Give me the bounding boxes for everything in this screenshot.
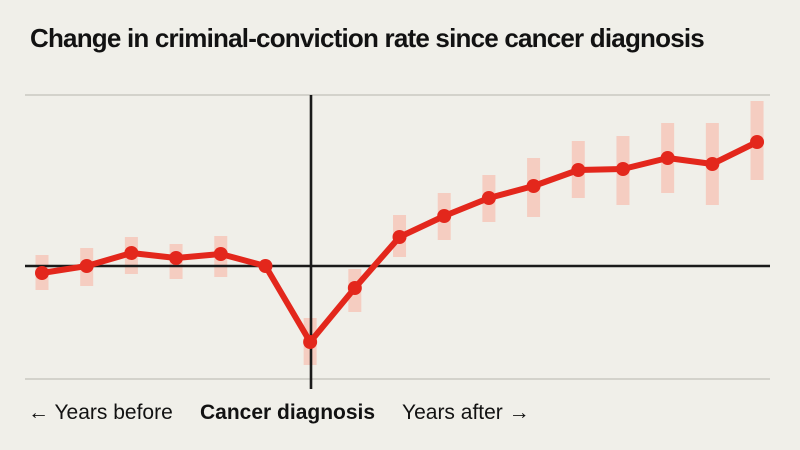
years-after-label: Years after → [402, 401, 530, 424]
chart-title: Change in criminal-conviction rate since… [30, 23, 705, 53]
years-before-label: ← Years before [28, 401, 173, 424]
cancer-diagnosis-label: Cancer diagnosis [200, 401, 376, 424]
x-axis-labels: ← Years before Cancer diagnosis Years af… [0, 401, 800, 429]
chart-frame-borders [25, 94, 770, 380]
data-points [35, 135, 765, 349]
